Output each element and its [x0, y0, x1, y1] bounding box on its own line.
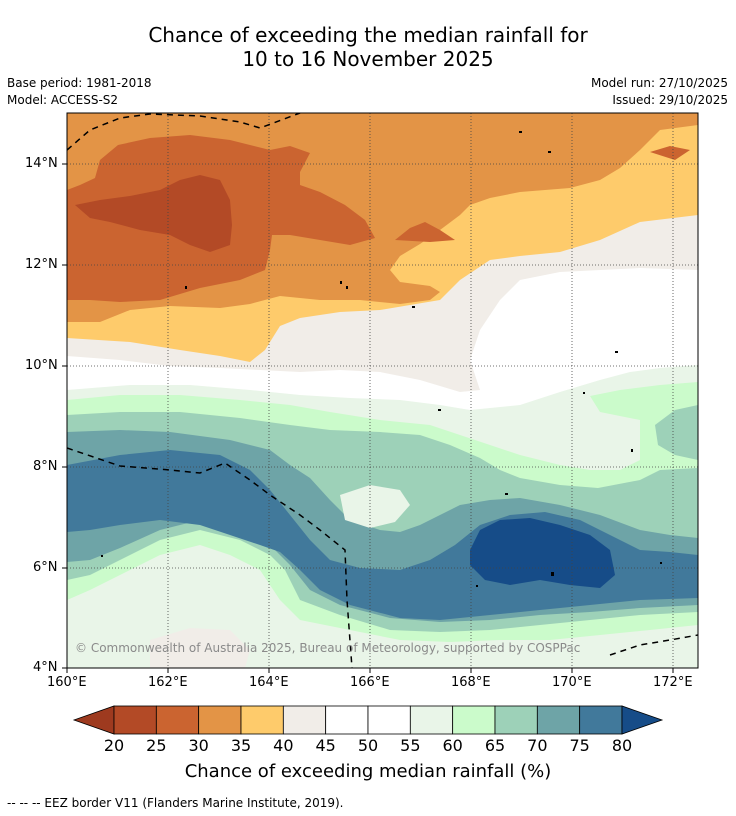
lat-label: 4°N	[33, 660, 58, 675]
colorbar-segment	[198, 705, 242, 735]
band-30-35-east	[395, 222, 455, 242]
colorbar-tick-label: 65	[484, 736, 506, 755]
base-period: Base period: 1981-2018	[7, 76, 152, 90]
band-65-70-east	[655, 405, 698, 460]
colorbar-segment	[240, 705, 284, 735]
lon-label: 162°E	[148, 675, 188, 690]
lat-label: 6°N	[33, 560, 58, 575]
grid-lines	[67, 113, 698, 668]
lon-label: 172°E	[653, 675, 693, 690]
islands	[101, 131, 662, 587]
colorbar-segment	[409, 705, 454, 735]
colorbar-tick-label: 80	[611, 736, 633, 755]
band-above-80	[470, 518, 615, 588]
band-25-30	[75, 175, 232, 252]
axis-ticks	[62, 163, 674, 673]
colorbar-segment	[325, 705, 369, 735]
lat-label: 12°N	[25, 257, 58, 272]
colorbar-segment	[282, 705, 327, 735]
eez-legend-note: -- -- -- EEZ border V11 (Flanders Marine…	[7, 796, 344, 810]
colorbar-tick-label: 35	[230, 736, 252, 755]
issued-date: Issued: 29/10/2025	[612, 93, 728, 107]
lat-label: 14°N	[25, 156, 58, 171]
map-title-line-1: Chance of exceeding the median rainfall …	[148, 23, 588, 47]
colorbar-tick-label: 20	[103, 736, 125, 755]
colorbar-segment	[155, 705, 200, 735]
colorbar-tick-label: 75	[569, 736, 590, 755]
colorbar-tick-label: 30	[188, 736, 209, 755]
colorbar-segment	[494, 705, 538, 735]
lon-label: 160°E	[47, 675, 87, 690]
band-30-35-far-east	[650, 146, 690, 160]
rainfall-contours	[67, 113, 698, 668]
colorbar-segment	[113, 705, 157, 735]
colorbar-segment-below-min	[72, 705, 115, 735]
lon-label: 170°E	[552, 675, 592, 690]
copyright-notice: © Commonwealth of Australia 2025, Bureau…	[75, 641, 581, 655]
lon-label: 164°E	[249, 675, 289, 690]
colorbar-tick-label: 45	[315, 736, 336, 755]
colorbar-segment	[536, 705, 581, 735]
band-55-60-pocket	[340, 485, 410, 528]
eez-border	[67, 113, 698, 668]
colorbar-segment	[579, 705, 623, 735]
lon-label: 166°E	[350, 675, 390, 690]
band-45-50-south	[150, 628, 250, 668]
lat-label: 10°N	[25, 358, 58, 373]
colorbar-tick-label: 25	[146, 736, 167, 755]
lat-label: 8°N	[33, 459, 58, 474]
model-name: Model: ACCESS-S2	[7, 93, 119, 107]
colorbar-segment-above-max	[621, 705, 664, 735]
model-run: Model run: 27/10/2025	[590, 76, 728, 90]
colorbar-tick-label: 70	[527, 736, 548, 755]
map-frame	[66, 112, 699, 669]
colorbar-tick-label: 40	[273, 736, 294, 755]
colorbar-tick-label: 50	[357, 736, 379, 755]
colorbar-tick-label: 60	[442, 736, 463, 755]
lon-label: 168°E	[451, 675, 491, 690]
colorbar-segment	[367, 705, 411, 735]
colorbar-tick-label: 55	[400, 736, 421, 755]
colorbar-segment	[452, 705, 496, 735]
colorbar-title: Chance of exceeding median rainfall (%)	[184, 761, 552, 782]
colorbar	[72, 705, 664, 735]
map-title-line-2: 10 to 16 November 2025	[242, 47, 494, 71]
